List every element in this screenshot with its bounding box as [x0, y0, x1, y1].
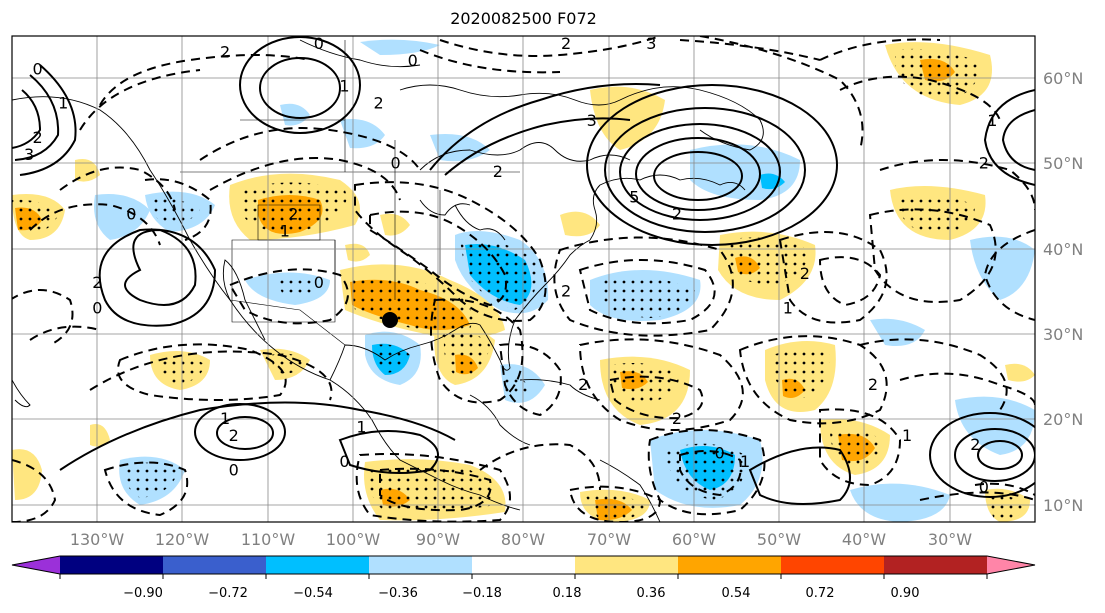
contour-label: 1: [356, 418, 366, 437]
lon-tick-label: 50°W: [757, 530, 801, 549]
lat-tick-label: 30°N: [1043, 325, 1083, 344]
contour-label: 0: [92, 298, 102, 317]
contour-label: 1: [280, 222, 290, 241]
contour-label: 0: [229, 460, 239, 479]
colorbar-tick-label: −0.36: [378, 586, 418, 601]
contour-label: 0: [33, 60, 43, 79]
contour-label: 1: [220, 409, 230, 428]
lat-tick-label: 10°N: [1043, 496, 1083, 515]
lon-tick-label: 110°W: [241, 530, 296, 549]
contour-label: 2: [672, 205, 682, 224]
colorbar-segment: [781, 556, 884, 574]
graticule: [12, 36, 1035, 522]
contour-label: 2: [578, 375, 588, 394]
storm-center-marker: [382, 312, 398, 328]
colorbar: [11, 555, 1036, 579]
contour-label: 0: [339, 452, 349, 471]
lon-tick-label: 100°W: [326, 530, 381, 549]
significance-stippling: [12, 48, 1025, 522]
colorbar-segment: [884, 556, 987, 574]
contour-label: 0: [408, 51, 418, 70]
contour-label: 2: [493, 162, 503, 181]
colorbar-tick-labels: −0.90 −0.72 −0.54 −0.36 −0.18 0.18 0.36 …: [123, 586, 919, 601]
lon-tick-labels: 130°W 120°W 110°W 100°W 90°W 80°W 70°W 6…: [70, 530, 972, 549]
contour-label: 1: [987, 111, 997, 130]
negative-contours: [12, 36, 1035, 522]
colorbar-segment: [266, 556, 369, 574]
colorbar-tick-label: −0.72: [208, 586, 248, 601]
contour-label: 2: [92, 273, 102, 292]
contour-label: 1: [58, 94, 68, 113]
contour-label: 0: [979, 477, 989, 496]
lat-tick-label: 40°N: [1043, 240, 1083, 259]
contour-label: 0: [314, 34, 324, 53]
colorbar-tick-label: −0.90: [123, 586, 163, 601]
lon-tick-label: 40°W: [842, 530, 886, 549]
lat-tick-label: 50°N: [1043, 154, 1083, 173]
contour-label: 2: [33, 128, 43, 147]
lon-tick-label: 90°W: [416, 530, 460, 549]
contour-label: 2: [672, 409, 682, 428]
contour-label: 2: [288, 205, 298, 224]
colorbar-segment: [163, 556, 266, 574]
lat-tick-labels: 60°N 50°N 40°N 30°N 20°N 10°N: [1043, 69, 1083, 515]
lat-tick-label: 20°N: [1043, 410, 1083, 429]
lon-tick-label: 70°W: [587, 530, 631, 549]
contour-label: 3: [587, 111, 597, 130]
contour-label: 1: [783, 298, 793, 317]
contour-label: 2: [561, 34, 571, 53]
coastlines: [12, 39, 764, 522]
colorbar-tick-label: −0.54: [293, 586, 333, 601]
contour-label: 2: [970, 435, 980, 454]
colorbar-tick-label: 0.72: [806, 586, 835, 601]
map-frame: [11, 35, 1036, 523]
colorbar-segment: [987, 556, 1035, 574]
colorbar-segment: [472, 556, 575, 574]
colorbar-segment: [60, 556, 163, 574]
colorbar-tick-label: 0.18: [553, 586, 582, 601]
contour-label: 2: [220, 43, 230, 62]
colorbar-tick-label: 0.54: [722, 586, 751, 601]
contour-label: 2: [229, 426, 239, 445]
political-boundaries: [180, 40, 520, 346]
colorbar-tick-label: 0.36: [637, 586, 666, 601]
contour-label: 3: [24, 145, 34, 164]
lat-tick-label: 60°N: [1043, 69, 1083, 88]
contour-label: 2: [868, 375, 878, 394]
colorbar-tick-label: 0.90: [891, 586, 920, 601]
contour-label: 0: [391, 153, 401, 172]
colorbar-segment: [678, 556, 781, 574]
contour-label: 1: [339, 77, 349, 96]
contour-label: 1: [740, 452, 750, 471]
contour-label: 0: [126, 205, 136, 224]
contour-label: 1: [902, 426, 912, 445]
lon-tick-label: 60°W: [672, 530, 716, 549]
contour-label: 2: [979, 153, 989, 172]
colorbar-segment: [369, 556, 472, 574]
contour-label: 5: [629, 188, 639, 207]
contour-label: 3: [646, 34, 656, 53]
colorbar-segment: [575, 556, 678, 574]
colorbar-tick-label: −0.18: [462, 586, 502, 601]
contour-label: 0: [715, 443, 725, 462]
lon-tick-label: 30°W: [928, 530, 972, 549]
lon-tick-label: 120°W: [155, 530, 210, 549]
contour-label: 2: [561, 281, 571, 300]
contour-label: 2: [374, 94, 384, 113]
colorbar-segment: [12, 556, 60, 574]
lon-tick-label: 80°W: [501, 530, 545, 549]
positive-contours: [12, 36, 1035, 505]
contour-label: 0: [314, 273, 324, 292]
contour-label: 2: [800, 264, 810, 283]
lon-tick-label: 130°W: [70, 530, 125, 549]
figure-title: 2020082500 F072: [450, 9, 597, 28]
